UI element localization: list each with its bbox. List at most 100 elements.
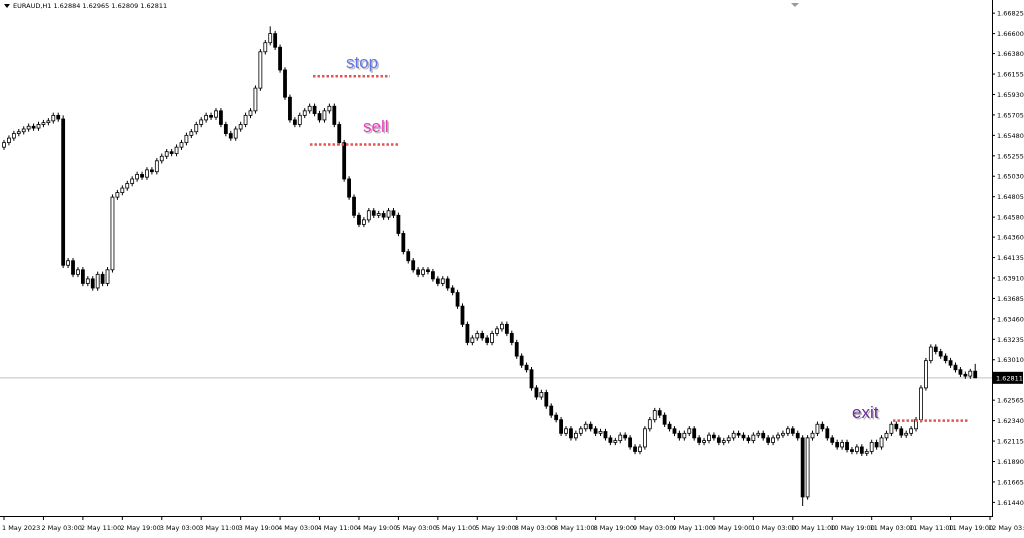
y-tick-label: 1.61440 (997, 499, 1024, 507)
candle-body (485, 337, 490, 343)
candle-body (805, 437, 810, 498)
candle-body (864, 451, 869, 454)
annotation-text: exit (852, 403, 879, 422)
candle-body (721, 440, 726, 443)
x-tick-label: 11 May 03:00 (870, 524, 915, 532)
candle-body (854, 446, 859, 452)
candle-body (899, 428, 904, 436)
candle-body (569, 428, 573, 439)
candle-body (879, 437, 884, 448)
symbol-menu-icon[interactable] (4, 4, 10, 8)
candle-body (219, 110, 223, 125)
x-tick-label: 10 May 11:00 (791, 524, 836, 532)
candle-body (411, 260, 416, 271)
candle-body (707, 434, 711, 441)
candle-body (130, 178, 135, 184)
candle-body (406, 251, 411, 262)
candle-body (248, 110, 253, 116)
candle-body (273, 33, 278, 48)
candle-body (524, 364, 529, 371)
candle-body (51, 114, 56, 122)
candle-body (431, 271, 435, 280)
candle-body (598, 431, 603, 434)
candle-body (189, 131, 194, 136)
y-tick-label: 1.65030 (997, 173, 1024, 181)
candle-body (687, 428, 692, 434)
x-tick-label: 8 May 11:00 (554, 524, 594, 532)
x-tick-label: 3 May 11:00 (199, 524, 239, 532)
y-tick-label: 1.62340 (997, 417, 1024, 425)
candle-body (756, 432, 761, 436)
candle-body (869, 442, 874, 452)
candle-body (475, 333, 480, 339)
x-tick-label: 2 May 11:00 (81, 524, 121, 532)
candle-body (618, 434, 623, 441)
x-tick-label: 9 May 03:00 (633, 524, 673, 532)
candle-body (529, 369, 534, 389)
candle-body (672, 428, 677, 434)
candle-body (504, 323, 509, 334)
candle-body (726, 437, 731, 441)
annotation-text: stop (346, 53, 378, 72)
candle-body (66, 260, 70, 266)
y-tick-label: 1.64135 (997, 254, 1024, 262)
candle-body (785, 428, 790, 434)
candle-body (337, 124, 342, 144)
candle-body (480, 333, 485, 339)
candle-body (623, 434, 628, 439)
candle-body (859, 446, 864, 454)
x-tick-label: 12 May 03:00 (988, 524, 1024, 532)
candle-body (460, 305, 465, 325)
last-price-label: 1.62811 (996, 374, 1023, 382)
y-tick-label: 1.66380 (997, 50, 1024, 58)
candle-body (209, 114, 213, 118)
candle-body (288, 96, 292, 121)
candle-body (909, 428, 914, 434)
candle-body (588, 423, 593, 430)
y-tick-label: 1.65255 (997, 152, 1024, 160)
x-tick-label: 3 May 03:00 (160, 524, 200, 532)
candle-body (731, 432, 736, 439)
candle-body (115, 192, 120, 198)
candle-body (958, 369, 963, 375)
candle-body (751, 434, 756, 441)
candle-body (830, 437, 835, 443)
candle-body (194, 124, 199, 133)
candle-body (924, 360, 928, 389)
candle-body (381, 213, 386, 218)
y-tick-label: 1.62115 (997, 438, 1024, 446)
shift-marker (791, 3, 799, 7)
x-tick-label: 2 May 03:00 (41, 524, 81, 532)
candle-body (238, 124, 243, 130)
annotation-text: sell (363, 117, 389, 136)
candle-body (322, 110, 327, 121)
x-tick-label: 11 May 11:00 (909, 524, 954, 532)
candle-body (292, 119, 297, 125)
candle-body (184, 134, 189, 144)
candle-body (85, 278, 90, 284)
candle-body (90, 278, 95, 289)
candle-body (41, 122, 46, 125)
candle-body (135, 174, 140, 180)
candle-body (396, 214, 401, 234)
candle-body (36, 124, 41, 129)
chart-title: EURAUD,H1 1.62884 1.62965 1.62809 1.6281… (13, 2, 167, 10)
candle-body (712, 434, 716, 439)
candle-body (800, 437, 805, 498)
candle-body (95, 273, 100, 289)
candle-body (253, 87, 258, 112)
candle-body (647, 419, 652, 430)
y-tick-label: 1.65930 (997, 91, 1024, 99)
candle-body (790, 428, 795, 434)
candle-body (628, 437, 633, 448)
candle-body (643, 428, 647, 448)
candle-body (283, 69, 287, 98)
candle-body (455, 292, 460, 307)
candle-body (564, 428, 568, 434)
candle-body (46, 120, 51, 124)
candle-body (179, 142, 184, 148)
candle-body (228, 133, 233, 139)
candle-body (26, 125, 31, 130)
candle-body (21, 128, 26, 133)
